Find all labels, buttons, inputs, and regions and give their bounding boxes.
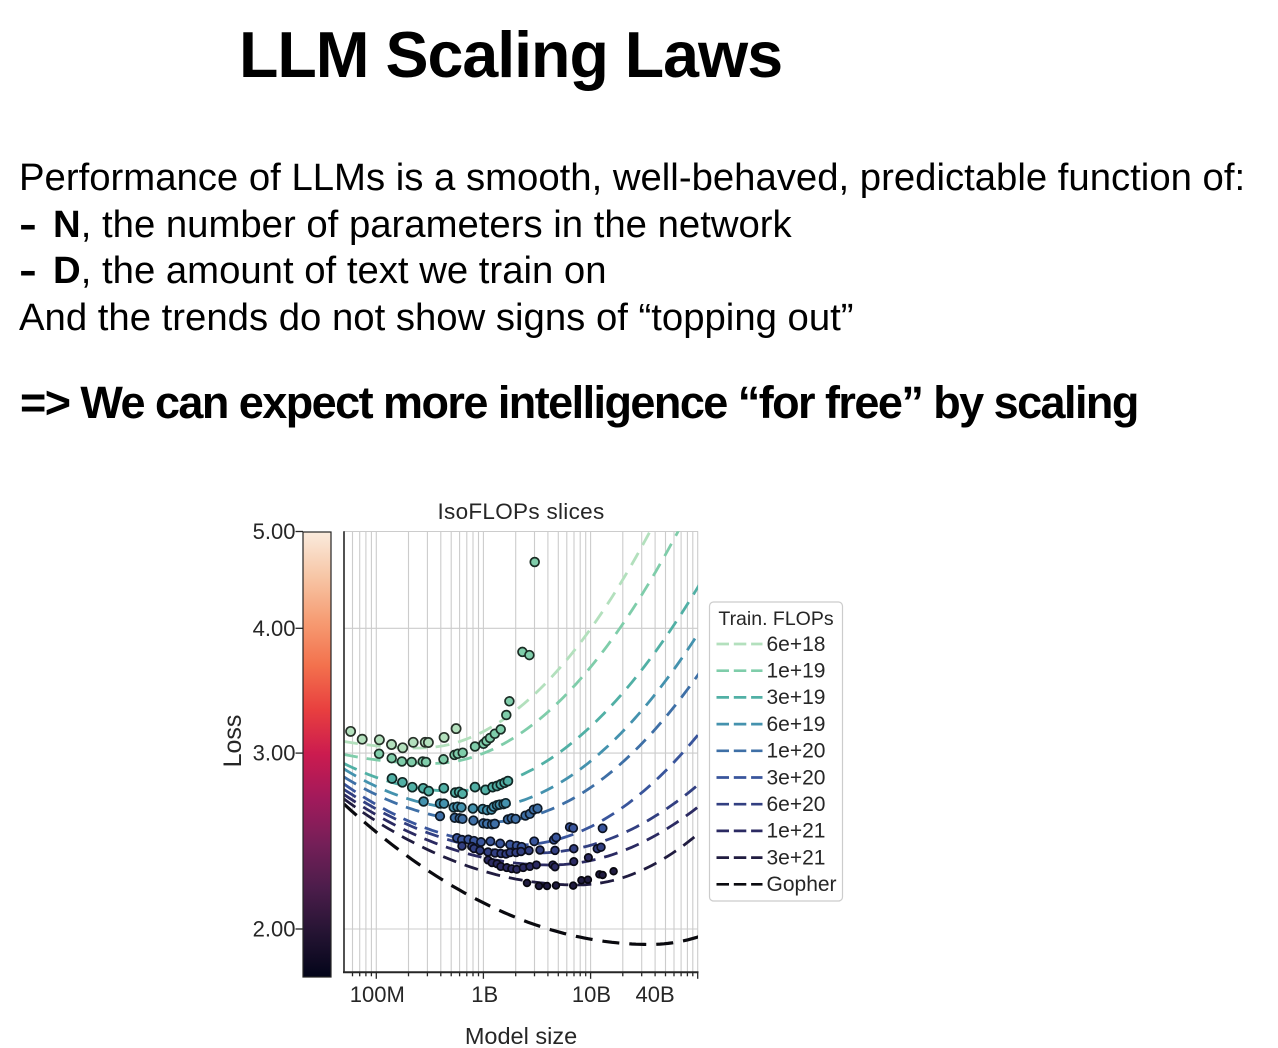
svg-text:1e+20: 1e+20 [767,740,826,763]
svg-text:2.00: 2.00 [253,917,296,942]
svg-text:1B: 1B [471,982,498,1007]
svg-text:6e+20: 6e+20 [767,793,826,816]
svg-text:3.00: 3.00 [253,741,296,766]
svg-text:6e+19: 6e+19 [767,713,826,736]
svg-text:Gopher: Gopher [767,873,837,896]
svg-text:5.00: 5.00 [253,519,296,544]
svg-text:40B: 40B [636,982,675,1007]
svg-text:Train. FLOPs: Train. FLOPs [718,608,833,630]
svg-text:Model size: Model size [465,1023,577,1048]
svg-text:4.00: 4.00 [253,616,296,641]
svg-text:3e+20: 3e+20 [767,766,826,789]
svg-text:100M: 100M [350,982,405,1007]
svg-text:6e+18: 6e+18 [767,633,826,656]
svg-text:10B: 10B [572,982,611,1007]
svg-text:3e+21: 3e+21 [767,846,826,869]
svg-text:IsoFLOPs slices: IsoFLOPs slices [437,499,604,524]
svg-text:1e+21: 1e+21 [767,820,826,843]
svg-text:1e+19: 1e+19 [767,660,826,683]
svg-text:3e+19: 3e+19 [767,686,826,709]
svg-text:Loss: Loss [219,715,247,768]
